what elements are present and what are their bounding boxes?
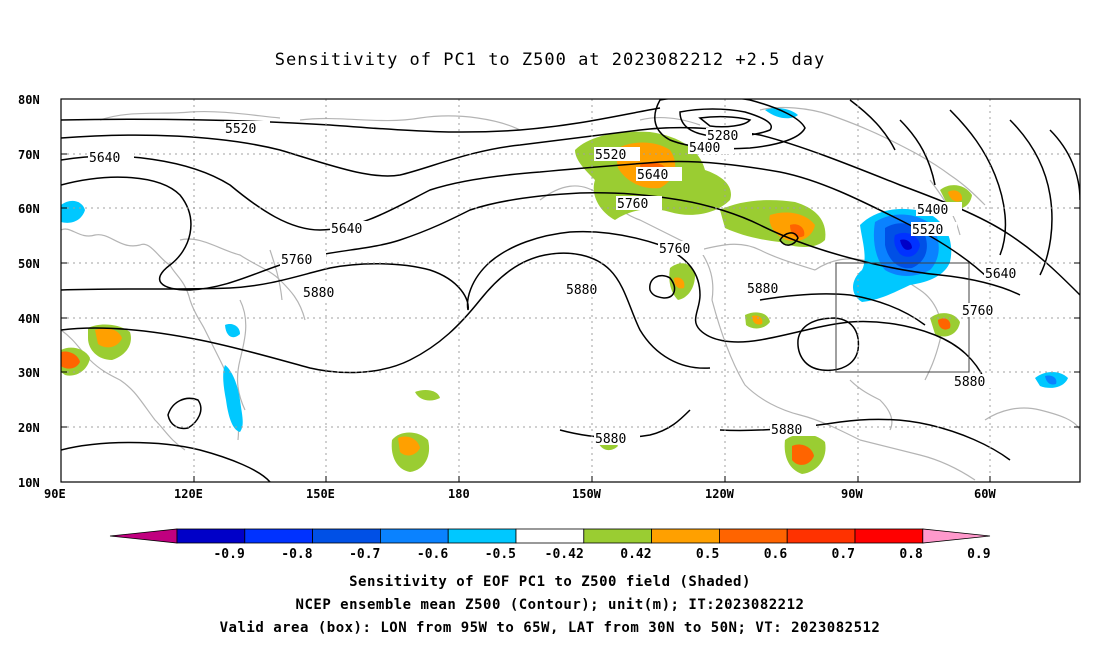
lat-label: 40N: [18, 312, 40, 326]
colorbar-label: -0.6: [417, 547, 448, 562]
contour-labels: 5520 5640 5640 5760 5880 5280 5400 5520 …: [88, 121, 1030, 447]
contour-label: 5760: [281, 253, 312, 268]
contour-label: 5520: [912, 223, 943, 238]
z500-contours: [61, 99, 1080, 482]
colorbar-label: -0.5: [485, 547, 516, 562]
lon-label: 90W: [841, 487, 863, 501]
contour-label: 5880: [595, 432, 626, 447]
colorbar-label: -0.9: [213, 547, 244, 562]
colorbar-swatch: [312, 528, 381, 544]
contour-label: 5880: [954, 375, 985, 390]
contour-label: 5760: [617, 197, 648, 212]
lon-label: 150E: [306, 487, 335, 501]
contour-label: 5640: [637, 168, 668, 183]
contour-label: 5880: [771, 423, 802, 438]
map-title: Sensitivity of PC1 to Z500 at 2023082212…: [274, 50, 826, 70]
contour-label: 5640: [985, 267, 1016, 282]
contour-label: 5760: [659, 242, 690, 257]
colorbar-swatch: [379, 528, 449, 544]
contour-label: 5640: [89, 151, 120, 166]
colorbar-label: 0.7: [832, 547, 855, 562]
contour-label: 5400: [917, 203, 948, 218]
contour-label: 5400: [689, 141, 720, 156]
lon-label: 120E: [174, 487, 203, 501]
colorbar-label: 0.9: [967, 547, 990, 562]
colorbar-max-arrow: [922, 528, 991, 544]
contour-label: 5640: [331, 222, 362, 237]
colorbar-swatch: [176, 528, 246, 544]
colorbar-label: 0.8: [899, 547, 923, 562]
lat-label: 70N: [18, 148, 40, 162]
caption-valid-area: Valid area (box): LON from 95W to 65W, L…: [219, 620, 881, 636]
latitude-axis: [61, 98, 1080, 483]
colorbar-swatch: [854, 528, 924, 544]
colorbar: -0.9 -0.8 -0.7 -0.6 -0.5 -0.42 0.42 0.5 0.6 0.7 0.…: [109, 528, 991, 562]
lon-label: 180: [448, 487, 470, 501]
lat-label: 60N: [18, 202, 40, 216]
lat-label: 20N: [18, 421, 40, 435]
lon-label: 150W: [572, 487, 602, 501]
caption-contour: NCEP ensemble mean Z500 (Contour); unit(…: [295, 597, 805, 613]
colorbar-swatch: [786, 528, 856, 544]
contour-label: 5880: [747, 282, 778, 297]
caption-shaded: Sensitivity of EOF PC1 to Z500 field (Sh…: [349, 574, 751, 590]
colorbar-label: -0.42: [545, 547, 584, 562]
colorbar-label: -0.8: [281, 547, 312, 562]
colorbar-swatch: [651, 528, 720, 544]
colorbar-swatch: [447, 528, 517, 544]
graticule: [61, 99, 1080, 482]
colorbar-swatch: [515, 528, 585, 544]
colorbar-swatch: [244, 528, 314, 544]
lat-label: 50N: [18, 257, 40, 271]
colorbar-swatch: [583, 528, 652, 544]
contour-label: 5880: [303, 286, 334, 301]
lat-label: 30N: [18, 366, 40, 380]
colorbar-label: 0.6: [764, 547, 788, 562]
colorbar-swatch: [719, 528, 788, 544]
colorbar-label: 0.5: [696, 547, 719, 562]
longitude-axis: [193, 476, 991, 482]
lat-label: 80N: [18, 93, 40, 107]
lon-label: 90E: [44, 487, 66, 501]
colorbar-label: 0.42: [620, 547, 651, 562]
contour-label: 5520: [225, 122, 256, 137]
colorbar-min-arrow: [109, 528, 178, 544]
colorbar-label: -0.7: [349, 547, 380, 562]
lat-label: 10N: [18, 476, 40, 490]
contour-label: 5760: [962, 304, 993, 319]
lon-label: 120W: [705, 487, 735, 501]
lon-label: 60W: [974, 487, 996, 501]
contour-label: 5520: [595, 148, 626, 163]
contour-label: 5880: [566, 283, 597, 298]
valid-area-box: [835, 262, 970, 373]
